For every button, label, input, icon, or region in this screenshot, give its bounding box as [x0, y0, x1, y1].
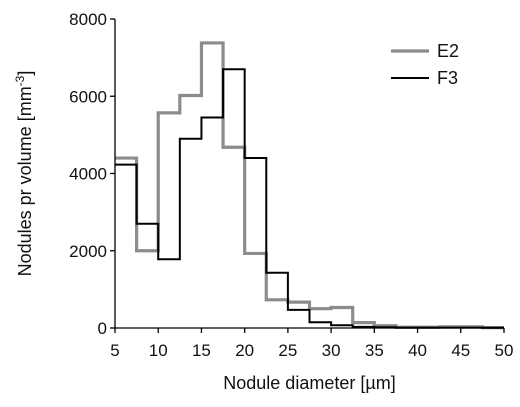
x-tick-label: 5 [110, 341, 119, 360]
x-tick-label: 30 [322, 341, 341, 360]
x-ticks: 5 10 15 20 25 30 35 40 45 50 [110, 328, 513, 360]
y-axis-title-end: ] [15, 71, 35, 76]
series-f3-line [115, 68, 504, 329]
x-tick-label: 10 [149, 341, 168, 360]
x-axis-title: Nodule diameter [µm] [223, 373, 395, 393]
y-tick-label: 4000 [69, 165, 107, 184]
legend-label-f3: F3 [437, 68, 458, 88]
x-tick-label: 50 [495, 341, 514, 360]
x-tick-label: 25 [278, 341, 297, 360]
y-tick-label: 6000 [69, 87, 107, 106]
y-tick-label: 0 [98, 319, 107, 338]
x-tick-label: 40 [408, 341, 427, 360]
y-ticks: 0 2000 4000 6000 8000 [69, 10, 115, 338]
y-axis-title: Nodules pr volume [mm-3] [13, 71, 35, 277]
x-tick-label: 20 [235, 341, 254, 360]
y-axis-title-main: Nodules pr volume [mm [15, 86, 35, 276]
y-axis-title-superscript: -3 [13, 75, 27, 86]
y-tick-label: 8000 [69, 10, 107, 29]
x-tick-label: 15 [192, 341, 211, 360]
x-tick-label: 45 [451, 341, 470, 360]
x-tick-label: 35 [365, 341, 384, 360]
y-tick-label: 2000 [69, 242, 107, 261]
legend-label-e2: E2 [437, 41, 459, 61]
axes [114, 19, 504, 329]
